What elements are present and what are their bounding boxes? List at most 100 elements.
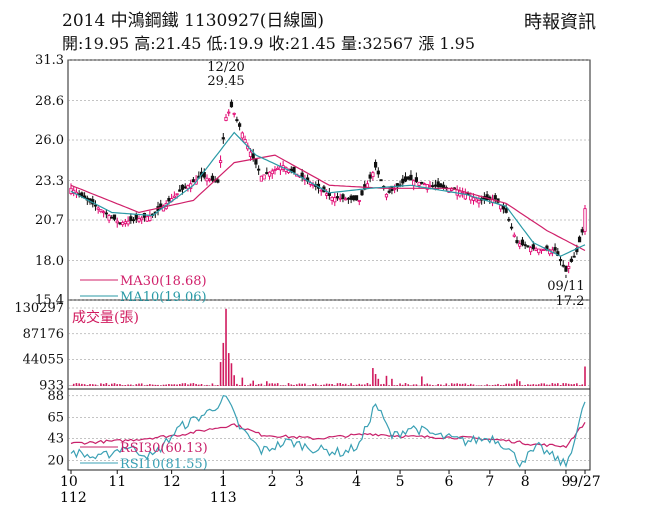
candle-body: [210, 175, 215, 181]
candle-body: [224, 116, 228, 121]
candle-body: [368, 174, 372, 179]
candle-body: [218, 160, 223, 164]
candle-body: [384, 193, 389, 198]
data-source: 時報資訊: [524, 12, 596, 33]
candle-body: [145, 216, 149, 222]
candle-body: [270, 170, 274, 175]
candle-body: [352, 195, 356, 201]
candle-body: [205, 177, 209, 182]
candle-body: [371, 172, 375, 178]
candle-body: [376, 170, 380, 175]
candle-body: [102, 211, 106, 214]
candle-body: [243, 139, 247, 144]
candle-body: [558, 259, 563, 262]
candle-body: [240, 132, 244, 139]
candle-body: [569, 258, 574, 262]
candle-body: [180, 184, 185, 190]
x-tick-label: 1: [219, 474, 228, 490]
plot-border: [67, 59, 591, 471]
price-tick-label: 20.7: [35, 213, 64, 228]
candle-body: [520, 239, 525, 246]
candle-body: [273, 169, 277, 172]
candle-body: [104, 212, 108, 215]
rsi-tick-label: 20: [47, 453, 64, 468]
candle-body: [110, 216, 114, 219]
x-tick-label: 9: [562, 474, 571, 490]
candle-body: [580, 229, 584, 233]
candle-body: [248, 151, 253, 157]
candle-body: [319, 189, 323, 192]
candle-body: [349, 195, 353, 200]
candle-body: [422, 183, 427, 186]
candle-body: [183, 186, 187, 189]
candle-body: [420, 181, 424, 184]
volume-tick-label: 87176: [23, 327, 64, 342]
candle-body: [583, 208, 587, 232]
x-tick-label: 3: [295, 474, 304, 490]
candle-body: [276, 167, 280, 170]
candle-body: [238, 123, 242, 127]
price-tick-label: 18.0: [35, 254, 64, 269]
ma30-legend-label: MA30(18.68): [120, 274, 207, 289]
candle-body: [433, 184, 438, 187]
volume-tick-label: 130297: [14, 301, 64, 316]
rsi-panel: 88 65 43 20 RSI30(60.13)RSI10(81.55): [47, 389, 590, 472]
high-date-annotation: 12/20: [207, 60, 244, 75]
candle-body: [80, 192, 84, 197]
x-tick-label: 5: [396, 474, 405, 490]
candle-body: [257, 168, 261, 171]
candle-body: [96, 207, 100, 210]
candle-body: [118, 222, 122, 225]
candle-body: [401, 178, 405, 184]
candle-body: [175, 193, 179, 196]
rsi10-legend-label: RSI10(81.55): [120, 457, 208, 472]
candle-body: [471, 197, 476, 201]
price-panel: 31.3 28.6 26.0 23.3 20.7 18.0 15.4 MA30(18.68)M…: [35, 53, 590, 309]
candle-body: [115, 220, 119, 224]
volume-tick-label: 933: [39, 378, 64, 393]
rsi30-line: [70, 422, 586, 449]
candle-body: [357, 199, 361, 202]
candle-body: [202, 172, 206, 178]
candle-body: [262, 174, 266, 180]
candle-body: [208, 178, 212, 181]
candle-body: [523, 244, 527, 247]
price-tick-label: 26.0: [35, 133, 64, 148]
candle-body: [232, 112, 236, 115]
candle-body: [534, 248, 538, 251]
candle-body: [267, 171, 272, 177]
candle-body: [69, 187, 73, 194]
candle-body: [327, 192, 331, 196]
candle-body: [191, 179, 195, 183]
x-tick-label: 10: [60, 474, 78, 490]
candle-body: [360, 190, 364, 196]
candle-body: [129, 216, 133, 221]
ohlc-summary: 開:19.95 高:21.45 低:19.9 收:21.45 量:32567 漲…: [62, 34, 476, 53]
x-tick-label: 12: [163, 474, 181, 490]
candle-body: [564, 265, 568, 272]
candle-body: [387, 190, 391, 193]
candle-body: [235, 119, 239, 122]
candle-body: [112, 214, 117, 220]
candle-body: [373, 161, 378, 168]
low-date-annotation: 09/11: [547, 279, 584, 294]
x-tick-label: 2: [268, 474, 277, 490]
x-year-label: 113: [210, 490, 237, 506]
candle-body: [518, 243, 522, 247]
candle-body: [379, 179, 383, 182]
x-tick-label: 6: [445, 474, 454, 490]
candle-body: [493, 195, 497, 200]
candle-body: [292, 166, 296, 173]
candle-body: [99, 209, 103, 212]
candle-body: [354, 195, 359, 201]
candle-body: [137, 218, 141, 222]
candle-body: [254, 158, 258, 165]
candle-body: [526, 245, 530, 248]
candle-body: [512, 234, 516, 237]
price-tick-label: 28.6: [35, 94, 64, 109]
x-tick-label: 4: [352, 474, 361, 490]
candle-body: [289, 168, 293, 172]
candle-body: [167, 198, 171, 202]
rsi-tick-label: 65: [47, 411, 64, 426]
